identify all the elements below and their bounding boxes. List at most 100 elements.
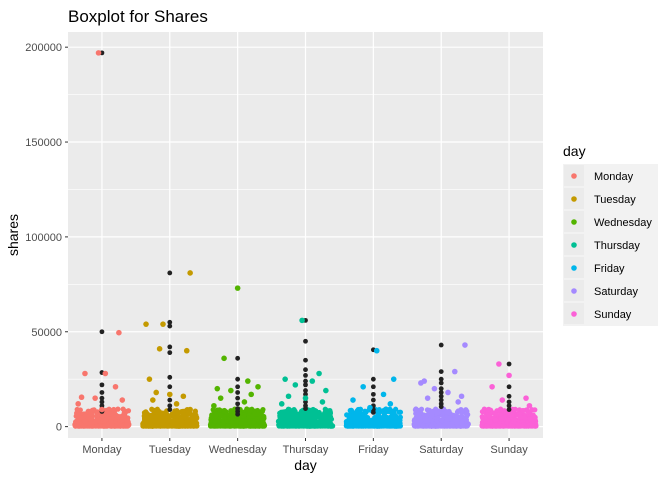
legend-swatch [571,173,577,179]
point [480,408,486,414]
point [238,420,244,427]
point [529,422,535,429]
point [101,423,108,429]
point [388,423,394,429]
point [168,423,174,429]
outlier-point [167,350,173,356]
outlier-point [167,374,173,380]
point [81,423,87,429]
point [282,409,288,415]
outlier-point [235,411,241,417]
point [497,411,503,418]
point [179,422,185,429]
point [362,416,368,422]
point [285,417,291,423]
point [189,413,195,419]
point [160,321,166,327]
outlier-point [438,390,444,395]
x-tick-label: Friday [358,444,389,456]
outlier-point [99,382,105,388]
point [517,414,523,420]
point [259,413,265,419]
series-saturday [411,342,471,429]
point [454,420,460,426]
outlier-point [303,367,308,373]
x-tick-label: Saturday [419,444,464,456]
point [112,383,119,390]
point [192,410,198,416]
point [221,355,227,362]
outlier-point [167,323,173,329]
point [347,422,353,428]
outlier-point [438,404,444,410]
legend-swatch [571,311,577,317]
outlier-point [167,319,173,325]
outlier-point [303,388,308,393]
point [259,423,265,429]
outlier-point [370,397,376,403]
point [484,423,490,429]
x-tick-label: Wednesday [209,444,267,456]
point [327,423,334,429]
point [156,346,163,352]
point [87,416,94,422]
point [102,417,109,423]
point [125,408,132,414]
series-wednesday [207,285,268,429]
point [527,416,533,422]
outlier-point [303,391,308,397]
point [229,415,235,421]
point [439,417,445,424]
point [221,414,228,420]
x-tick-label: Monday [82,444,122,456]
point [390,376,397,382]
point [99,406,105,413]
outlier-point [438,376,444,382]
point [85,408,92,415]
point [166,391,173,398]
point [255,383,261,390]
point [119,417,125,423]
point [479,422,485,428]
point [215,423,221,429]
point [312,412,318,418]
point [141,421,147,427]
point [521,415,528,421]
outlier-point [167,403,173,409]
point [445,389,451,396]
y-tick-label: 200000 [25,42,62,54]
point [380,391,387,398]
point [184,419,190,425]
legend: day Monday Tuesday Wednesday Thursday Friday… [563,143,658,326]
chart-title: Boxplot for Shares [68,7,208,26]
point [120,406,126,412]
point [381,411,387,418]
point [357,419,363,425]
point [429,411,435,417]
outlier-point [235,390,241,395]
series-tuesday [140,270,200,429]
point [463,417,469,423]
point [458,420,465,426]
point [278,401,285,407]
point [417,417,424,424]
point [520,407,526,414]
point [148,415,154,421]
point [282,376,288,382]
point [531,414,537,420]
outlier-point [303,406,308,411]
point [77,407,83,413]
point [373,417,379,423]
point [499,397,506,403]
point [492,417,499,423]
outlier-point [235,384,241,390]
point [299,317,305,324]
point [416,411,422,417]
point [387,401,394,407]
point [252,410,258,417]
point [422,416,428,423]
point [183,347,190,354]
point [116,329,122,336]
point [508,422,514,429]
